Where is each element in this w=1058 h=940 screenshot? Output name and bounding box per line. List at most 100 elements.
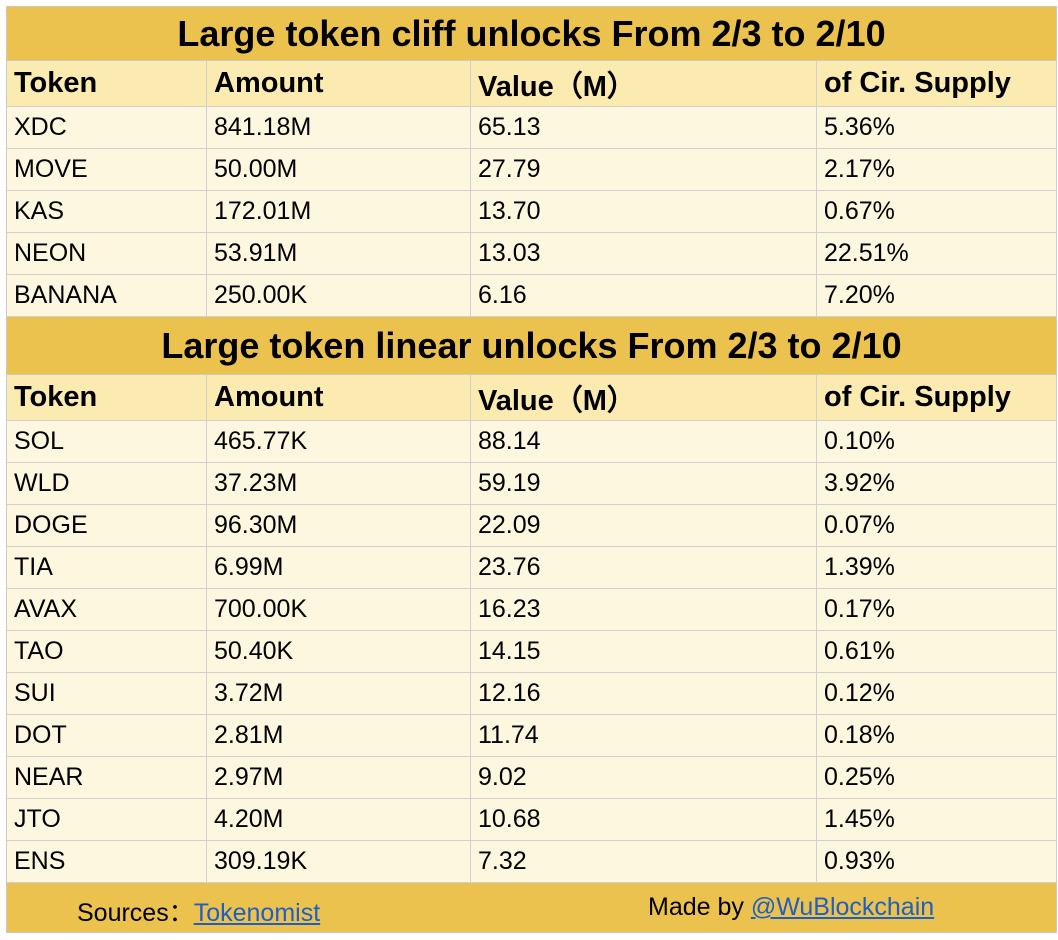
value-cell: 13.03	[471, 233, 817, 275]
amount-cell: 465.77K	[207, 421, 471, 463]
supply-cell: 7.20%	[817, 275, 1057, 317]
table-row: SOL 465.77K 88.14 0.10%	[7, 421, 1057, 463]
supply-cell: 2.17%	[817, 149, 1057, 191]
table-row: XDC 841.18M 65.13 5.36%	[7, 107, 1057, 149]
table-row: TIA 6.99M 23.76 1.39%	[7, 547, 1057, 589]
wublockchain-link[interactable]: @WuBlockchain	[750, 893, 935, 921]
token-cell: ENS	[7, 841, 207, 883]
token-cell: XDC	[7, 107, 207, 149]
token-cell: NEAR	[7, 757, 207, 799]
supply-cell: 3.92%	[817, 463, 1057, 505]
token-cell: KAS	[7, 191, 207, 233]
token-cell: DOT	[7, 715, 207, 757]
table-row: DOGE 96.30M 22.09 0.07%	[7, 505, 1057, 547]
value-cell: 13.70	[471, 191, 817, 233]
table-row: AVAX 700.00K 16.23 0.17%	[7, 589, 1057, 631]
amount-cell: 250.00K	[207, 275, 471, 317]
table-row: KAS 172.01M 13.70 0.67%	[7, 191, 1057, 233]
sources-credit: Sources：Tokenomist	[77, 893, 320, 929]
amount-cell: 841.18M	[207, 107, 471, 149]
supply-cell: 1.39%	[817, 547, 1057, 589]
supply-cell: 0.12%	[817, 673, 1057, 715]
amount-cell: 50.40K	[207, 631, 471, 673]
value-cell: 88.14	[471, 421, 817, 463]
cliff-table-body: XDC 841.18M 65.13 5.36% MOVE 50.00M 27.79 2.17%…	[7, 107, 1057, 317]
supply-cell: 5.36%	[817, 107, 1057, 149]
value-cell: 59.19	[471, 463, 817, 505]
cliff-unlocks-title: Large token cliff unlocks From 2/3 to 2/…	[7, 7, 1057, 61]
amount-cell: 96.30M	[207, 505, 471, 547]
linear-table-body: SOL 465.77K 88.14 0.10% WLD 37.23M 59.19 3.92% D…	[7, 421, 1057, 883]
value-cell: 10.68	[471, 799, 817, 841]
token-cell: SOL	[7, 421, 207, 463]
token-cell: DOGE	[7, 505, 207, 547]
table-row: TAO 50.40K 14.15 0.61%	[7, 631, 1057, 673]
supply-cell: 0.10%	[817, 421, 1057, 463]
table-row: DOT 2.81M 11.74 0.18%	[7, 715, 1057, 757]
sources-label: Sources：	[77, 899, 194, 927]
value-cell: 22.09	[471, 505, 817, 547]
linear-header-value: Value（M）	[471, 375, 817, 421]
value-cell: 65.13	[471, 107, 817, 149]
linear-header-token: Token	[7, 375, 207, 421]
cliff-header-value: Value（M）	[471, 61, 817, 107]
table-row: NEON 53.91M 13.03 22.51%	[7, 233, 1057, 275]
supply-cell: 22.51%	[817, 233, 1057, 275]
token-cell: AVAX	[7, 589, 207, 631]
supply-cell: 0.17%	[817, 589, 1057, 631]
amount-cell: 3.72M	[207, 673, 471, 715]
value-cell: 6.16	[471, 275, 817, 317]
value-cell: 14.15	[471, 631, 817, 673]
supply-cell: 0.93%	[817, 841, 1057, 883]
tokenomist-link[interactable]: Tokenomist	[193, 899, 321, 927]
table-row: JTO 4.20M 10.68 1.45%	[7, 799, 1057, 841]
linear-unlocks-title: Large token linear unlocks From 2/3 to 2…	[7, 317, 1057, 375]
amount-cell: 172.01M	[207, 191, 471, 233]
supply-cell: 0.61%	[817, 631, 1057, 673]
linear-header-row: Token Amount Value（M） of Cir. Supply	[7, 375, 1057, 421]
linear-header-supply: of Cir. Supply	[817, 375, 1057, 421]
cliff-header-supply: of Cir. Supply	[817, 61, 1057, 107]
value-cell: 23.76	[471, 547, 817, 589]
table-row: NEAR 2.97M 9.02 0.25%	[7, 757, 1057, 799]
value-cell: 12.16	[471, 673, 817, 715]
token-cell: NEON	[7, 233, 207, 275]
supply-cell: 0.07%	[817, 505, 1057, 547]
unlock-spreadsheet: Large token cliff unlocks From 2/3 to 2/…	[6, 6, 1057, 933]
amount-cell: 4.20M	[207, 799, 471, 841]
table-row: BANANA 250.00K 6.16 7.20%	[7, 275, 1057, 317]
token-cell: TIA	[7, 547, 207, 589]
made-by-label: Made by	[648, 893, 751, 921]
footer-bar: Sources：Tokenomist Made by @WuBlockchain	[7, 883, 1057, 933]
table-row: SUI 3.72M 12.16 0.12%	[7, 673, 1057, 715]
amount-cell: 2.81M	[207, 715, 471, 757]
value-cell: 11.74	[471, 715, 817, 757]
amount-cell: 37.23M	[207, 463, 471, 505]
token-cell: SUI	[7, 673, 207, 715]
value-cell: 9.02	[471, 757, 817, 799]
amount-cell: 700.00K	[207, 589, 471, 631]
cliff-header-amount: Amount	[207, 61, 471, 107]
supply-cell: 1.45%	[817, 799, 1057, 841]
token-cell: MOVE	[7, 149, 207, 191]
amount-cell: 2.97M	[207, 757, 471, 799]
token-cell: JTO	[7, 799, 207, 841]
token-cell: TAO	[7, 631, 207, 673]
token-cell: WLD	[7, 463, 207, 505]
supply-cell: 0.18%	[817, 715, 1057, 757]
value-cell: 7.32	[471, 841, 817, 883]
amount-cell: 6.99M	[207, 547, 471, 589]
linear-header-amount: Amount	[207, 375, 471, 421]
supply-cell: 0.25%	[817, 757, 1057, 799]
token-cell: BANANA	[7, 275, 207, 317]
amount-cell: 309.19K	[207, 841, 471, 883]
cliff-header-token: Token	[7, 61, 207, 107]
value-cell: 16.23	[471, 589, 817, 631]
table-row: MOVE 50.00M 27.79 2.17%	[7, 149, 1057, 191]
supply-cell: 0.67%	[817, 191, 1057, 233]
table-row: WLD 37.23M 59.19 3.92%	[7, 463, 1057, 505]
cliff-header-row: Token Amount Value（M） of Cir. Supply	[7, 61, 1057, 107]
table-row: ENS 309.19K 7.32 0.93%	[7, 841, 1057, 883]
value-cell: 27.79	[471, 149, 817, 191]
made-by-credit: Made by @WuBlockchain	[648, 893, 934, 922]
